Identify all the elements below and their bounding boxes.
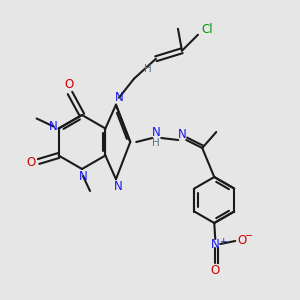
Text: O: O [238,235,247,248]
Text: +: + [220,236,227,245]
Text: O: O [26,156,35,169]
Text: H: H [144,64,152,74]
Text: N: N [152,125,161,139]
Text: N: N [49,120,58,133]
Text: O: O [64,77,74,91]
Text: N: N [115,91,123,104]
Text: O: O [211,265,220,278]
Text: N: N [114,180,122,193]
Text: −: − [245,231,253,241]
Text: N: N [178,128,187,142]
Text: N: N [79,169,87,182]
Text: Cl: Cl [201,23,213,36]
Text: H: H [152,138,160,148]
Text: N: N [211,238,220,250]
